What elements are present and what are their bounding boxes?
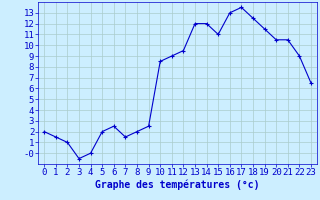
X-axis label: Graphe des températures (°c): Graphe des températures (°c) [95,180,260,190]
